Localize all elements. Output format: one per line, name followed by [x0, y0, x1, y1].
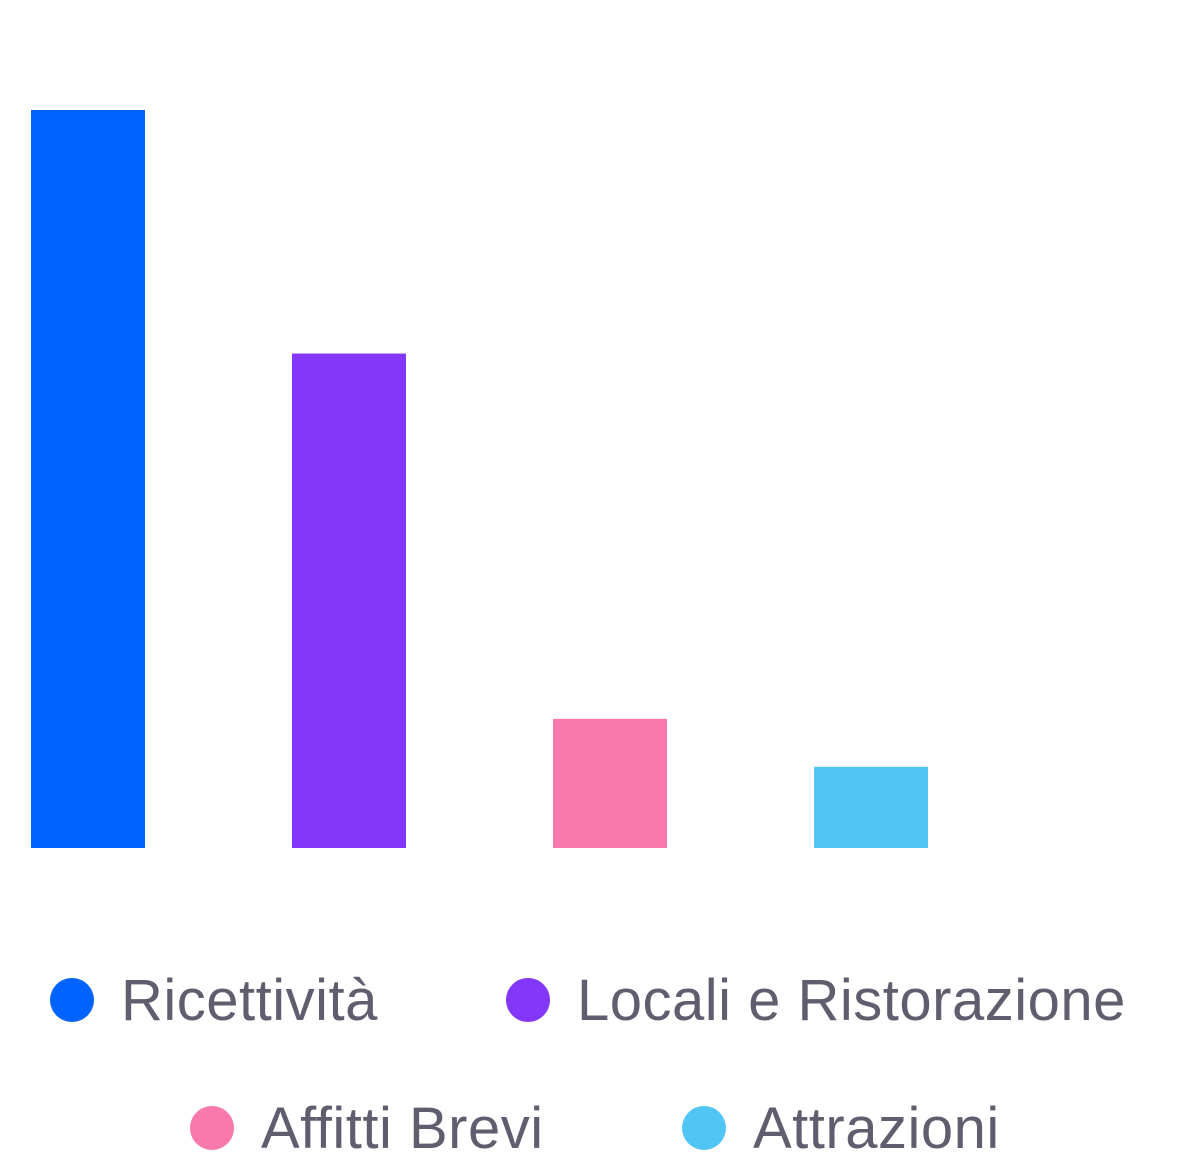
legend-row-2: Affitti Brevi Attrazioni [0, 1088, 1189, 1168]
legend-item-locali-e-ristorazione[interactable]: Locali e Ristorazione [506, 960, 1126, 1040]
legend-item-ricettivita[interactable]: Ricettività [50, 960, 378, 1040]
bar-chart [31, 110, 928, 848]
legend-label-ricettivita: Ricettività [121, 967, 378, 1033]
legend-row-1: Ricettività Locali e Ristorazione [0, 960, 1189, 1040]
legend-item-affitti-brevi[interactable]: Affitti Brevi [190, 1088, 544, 1168]
legend-dot-ricettivita [50, 978, 94, 1022]
legend-item-attrazioni[interactable]: Attrazioni [682, 1088, 1000, 1168]
bars-group [31, 110, 928, 848]
bar-locali-e-ristorazione[interactable] [292, 353, 406, 848]
legend-dot-affitti-brevi [190, 1106, 234, 1150]
legend-dot-locali-e-ristorazione [506, 978, 550, 1022]
legend-dot-attrazioni [682, 1106, 726, 1150]
legend-label-attrazioni: Attrazioni [753, 1095, 1000, 1161]
bar-affitti-brevi[interactable] [553, 718, 667, 848]
legend-label-locali-e-ristorazione: Locali e Ristorazione [577, 967, 1126, 1033]
bar-ricettivita[interactable] [31, 110, 145, 848]
bar-attrazioni[interactable] [814, 766, 928, 848]
legend-label-affitti-brevi: Affitti Brevi [261, 1095, 544, 1161]
